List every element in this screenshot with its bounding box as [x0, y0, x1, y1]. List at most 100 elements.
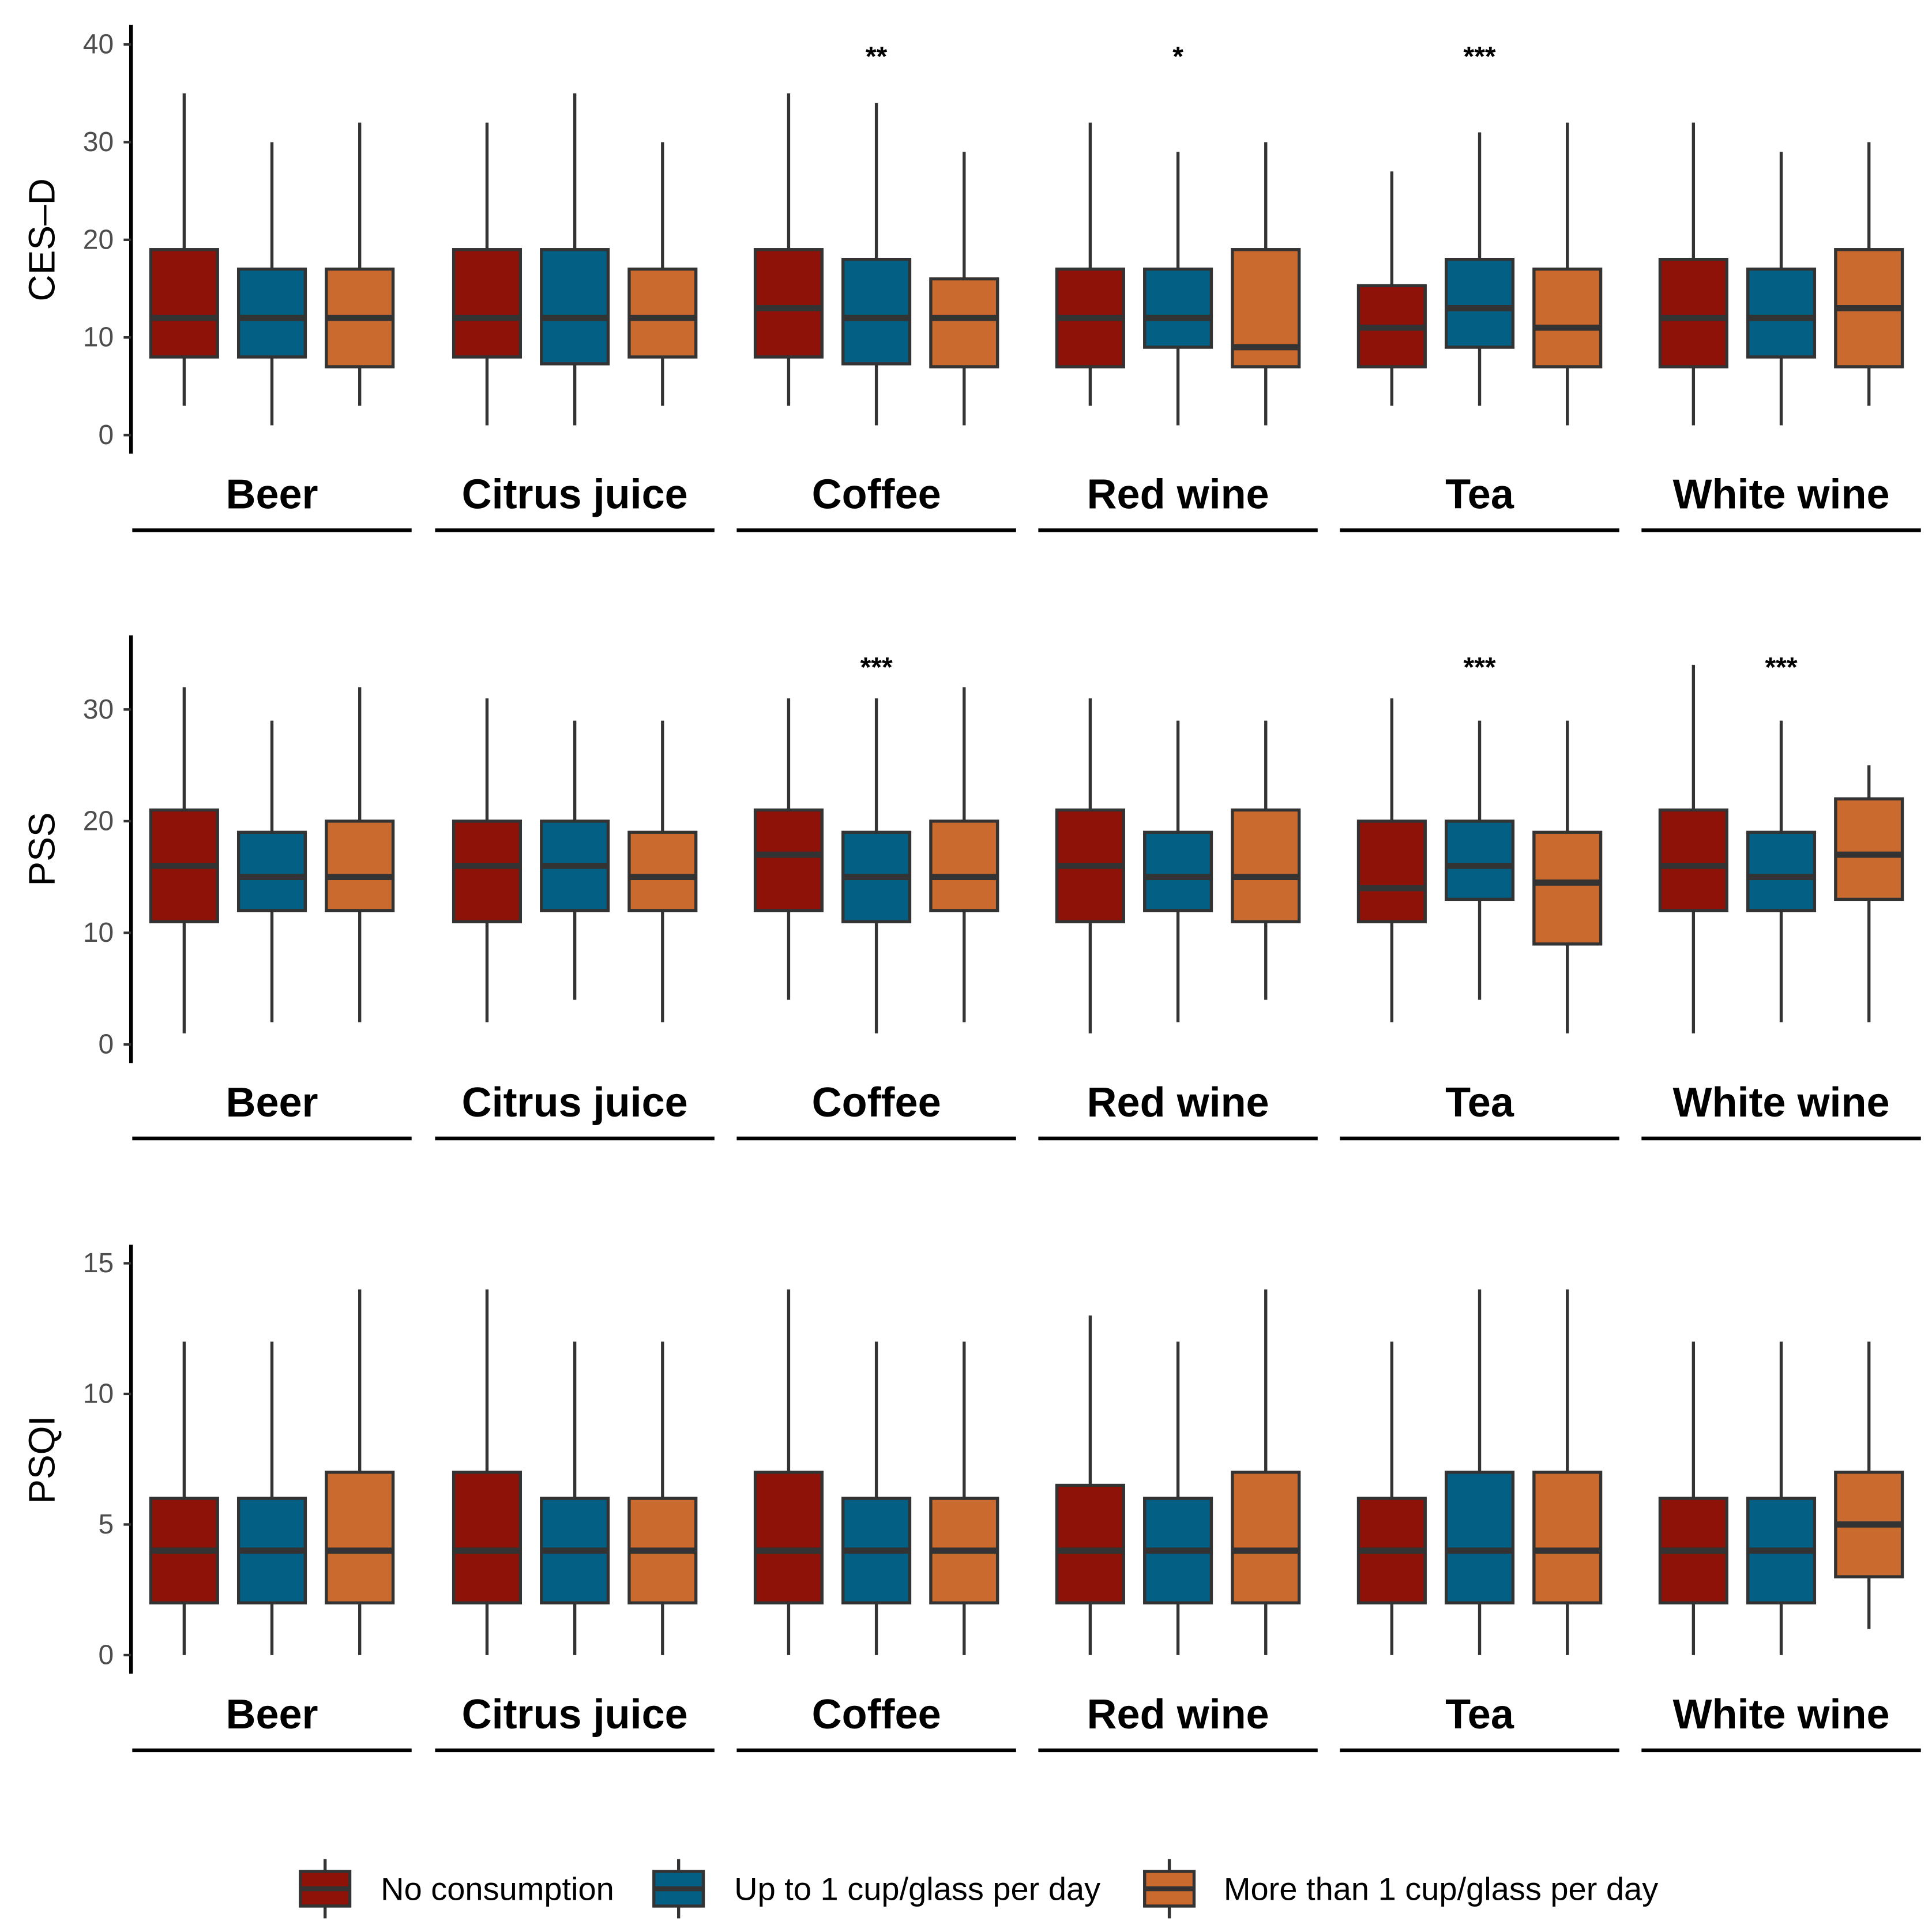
legend-label: More than 1 cup/glass per day [1224, 1870, 1658, 1907]
group-label: Red wine [1087, 1080, 1269, 1126]
box-high [1231, 1471, 1301, 1604]
y-tick-label: 20 [83, 806, 114, 836]
y-tick-label: 5 [98, 1509, 114, 1540]
group-coffee: ** Coffee [736, 42, 1016, 532]
box-none [753, 808, 824, 912]
box-low [1746, 267, 1817, 359]
group-label: Beer [225, 1080, 318, 1126]
group-label: Citrus juice [462, 471, 688, 517]
y-tick-label: 20 [83, 224, 114, 255]
box-low [236, 267, 307, 359]
group-label: Coffee [812, 1080, 941, 1126]
panel-psqi: 0 5 10 15 PSQI Beer Citrus juice Coffee Red wine… [21, 1245, 1921, 1753]
group-tea: *** Tea [1340, 42, 1619, 532]
group-coffee: *** Coffee [736, 652, 1016, 1141]
box-none [452, 248, 523, 359]
group-red-wine: Red wine [1038, 698, 1318, 1141]
box-low [540, 248, 610, 366]
box-none [149, 248, 219, 359]
significance-label: *** [1464, 652, 1496, 683]
group-tea: *** Tea [1340, 652, 1619, 1141]
significance-label: *** [1464, 42, 1496, 72]
legend-item-none: No consumption [299, 1859, 614, 1919]
group-label: Citrus juice [462, 1080, 688, 1126]
group-label: Beer [225, 471, 318, 517]
group-white-wine: *** White wine [1641, 652, 1921, 1141]
box-none [452, 820, 523, 923]
y-axis-label: PSQI [21, 1416, 62, 1504]
group-label: White wine [1673, 1080, 1890, 1126]
box-none [1356, 820, 1427, 923]
y-tick-label: 10 [83, 322, 114, 353]
legend: No consumption Up to 1 cup/glass per day M… [299, 1859, 1658, 1919]
box-low [1143, 267, 1213, 349]
box-high [929, 277, 999, 369]
box-low [1746, 830, 1817, 912]
significance-label: ** [866, 42, 888, 72]
box-high [929, 820, 999, 912]
group-citrus-juice: Citrus juice [435, 1289, 715, 1753]
y-tick-label: 0 [98, 1640, 114, 1670]
group-label: Red wine [1087, 471, 1269, 517]
box-low [1444, 820, 1515, 901]
group-beer: Beer [132, 93, 412, 532]
box-none [753, 248, 824, 359]
group-coffee: Coffee [736, 1289, 1016, 1753]
panel-pss: 0 10 20 30 PSS Beer Citrus juice *** Coffee Red w… [21, 635, 1921, 1141]
legend-label: No consumption [381, 1870, 614, 1907]
y-tick-label: 30 [83, 694, 114, 725]
group-red-wine: Red wine [1038, 1289, 1318, 1753]
significance-label: * [1172, 42, 1183, 72]
group-label: Coffee [812, 471, 941, 517]
y-tick-label: 10 [83, 918, 114, 948]
group-beer: Beer [132, 1289, 412, 1753]
group-red-wine: * Red wine [1038, 42, 1318, 532]
box-high [1834, 797, 1904, 901]
group-white-wine: White wine [1641, 122, 1921, 532]
box-low [1143, 830, 1213, 912]
panel-cesd: 0 10 20 30 40 CES–D Beer Citrus juice ** Coffee * R… [21, 24, 1921, 532]
group-label: Tea [1445, 1080, 1514, 1126]
y-tick-label: 30 [83, 127, 114, 157]
group-citrus-juice: Citrus juice [435, 698, 715, 1141]
legend-item-low: Up to 1 cup/glass per day [652, 1859, 1100, 1919]
box-none [1055, 1483, 1125, 1604]
group-citrus-juice: Citrus juice [435, 93, 715, 532]
box-high [627, 267, 698, 359]
y-tick-label: 0 [98, 1029, 114, 1060]
box-high [325, 820, 395, 912]
group-label: White wine [1673, 1692, 1890, 1738]
box-none [1658, 808, 1728, 912]
box-low [236, 830, 307, 912]
group-tea: Tea [1340, 1289, 1619, 1753]
y-axis-label: CES–D [21, 178, 62, 301]
box-none [753, 1471, 824, 1604]
group-label: White wine [1673, 471, 1890, 517]
box-high [1532, 830, 1603, 946]
box-high [325, 1471, 395, 1604]
y-tick-label: 0 [98, 420, 114, 450]
box-none [1658, 257, 1728, 369]
group-label: Beer [225, 1692, 318, 1738]
group-label: Tea [1445, 471, 1514, 517]
box-high [1231, 808, 1301, 923]
group-label: Tea [1445, 1692, 1514, 1738]
box-low [1444, 1471, 1515, 1604]
group-label: Coffee [812, 1692, 941, 1738]
significance-label: *** [860, 652, 893, 683]
group-white-wine: White wine [1641, 1341, 1921, 1753]
box-low [1444, 257, 1515, 349]
box-low [841, 257, 912, 366]
box-high [1532, 1471, 1603, 1604]
y-tick-label: 40 [83, 29, 114, 60]
legend-item-high: More than 1 cup/glass per day [1143, 1859, 1658, 1919]
group-beer: Beer [132, 687, 412, 1141]
box-none [452, 1471, 523, 1604]
box-high [1532, 267, 1603, 369]
y-axis-label: PSS [21, 812, 62, 886]
group-label: Citrus juice [462, 1692, 688, 1738]
box-high [627, 830, 698, 912]
legend-label: Up to 1 cup/glass per day [734, 1870, 1100, 1907]
y-tick-label: 15 [83, 1248, 114, 1279]
